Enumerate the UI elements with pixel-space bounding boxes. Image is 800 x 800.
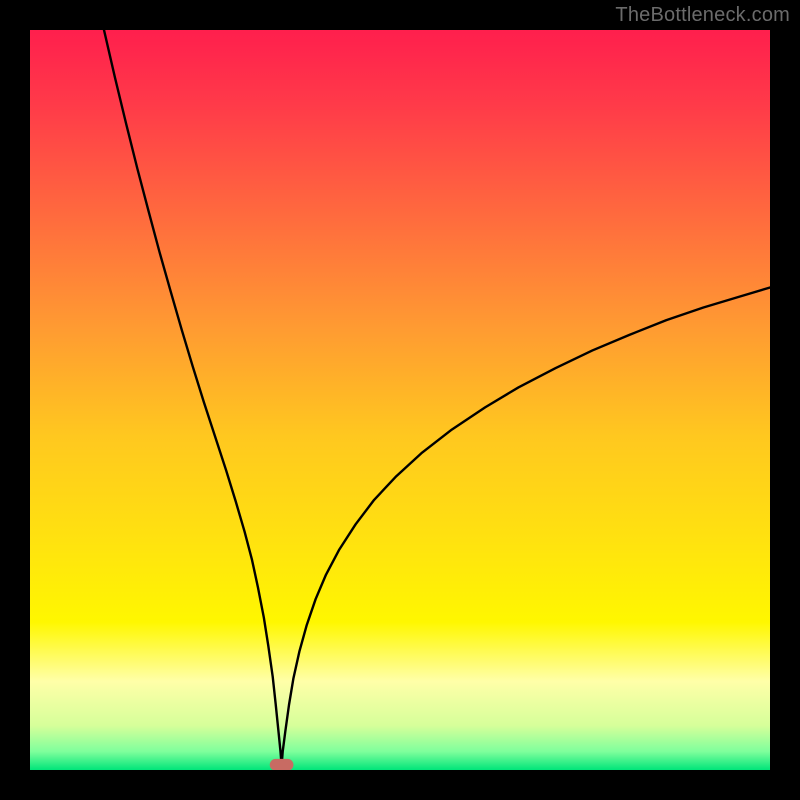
optimum-marker	[270, 759, 294, 770]
gradient-bg	[30, 30, 770, 770]
chart-svg	[30, 30, 770, 770]
figure-outer: TheBottleneck.com	[0, 0, 800, 800]
watermark-text: TheBottleneck.com	[615, 4, 790, 27]
plot-area	[30, 30, 770, 770]
